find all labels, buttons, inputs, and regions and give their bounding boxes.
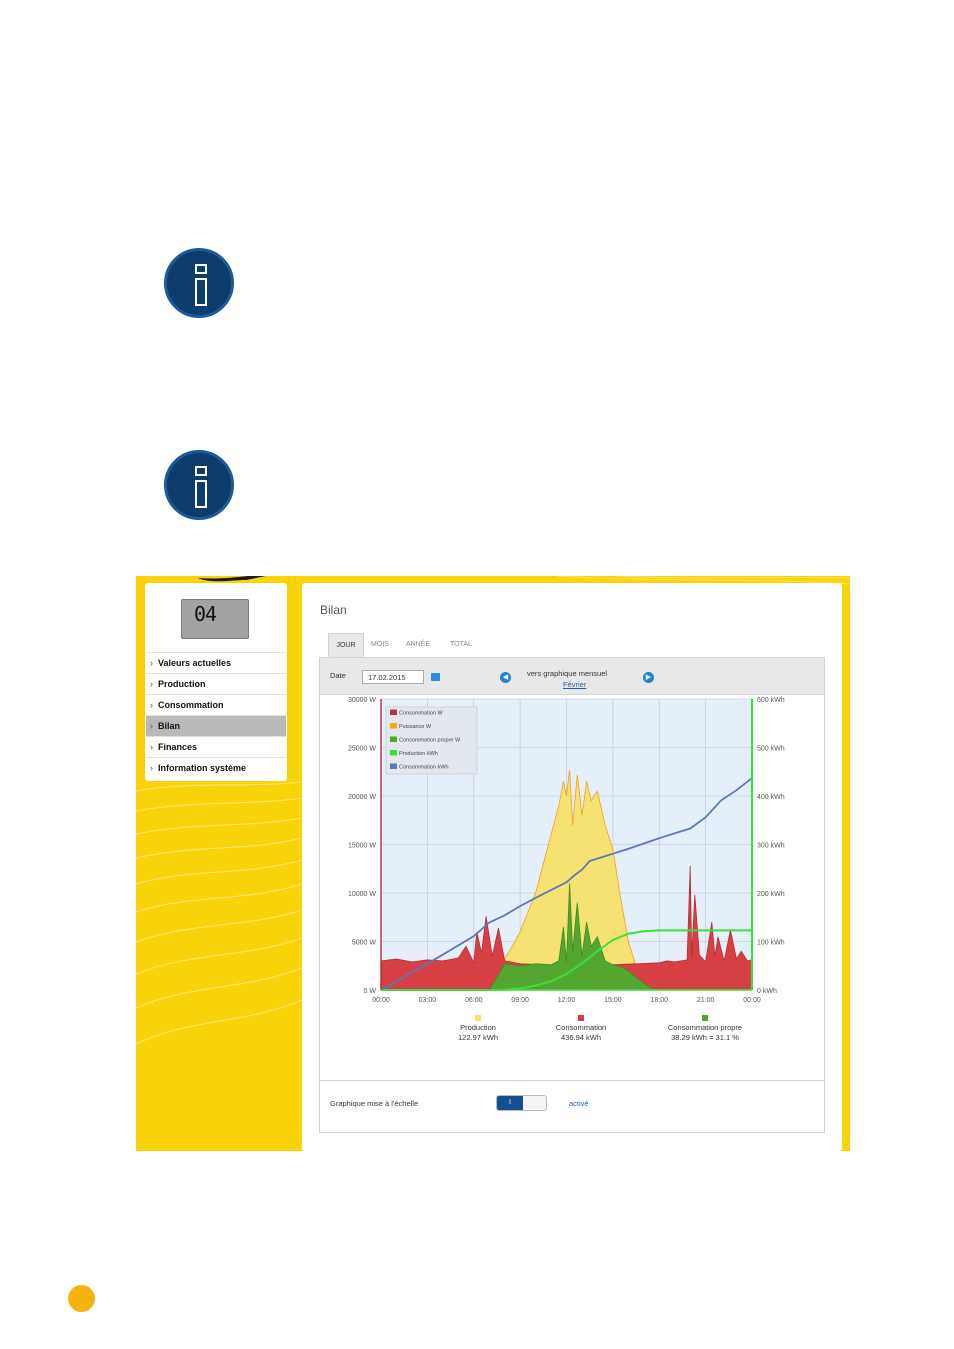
- x-tick-label: 06:00: [465, 997, 483, 1004]
- legend-swatch: [390, 736, 397, 742]
- legend-label: Production kWh: [399, 751, 438, 757]
- total-swatch: [578, 1015, 584, 1021]
- y-left-tick-label: 10000 W: [348, 891, 376, 898]
- y-left-tick-label: 30000 W: [348, 697, 376, 704]
- sidebar-item-production[interactable]: › Production: [146, 673, 286, 694]
- y-left-tick-label: 20000 W: [348, 794, 376, 801]
- sidebar-item-label: Valeurs actuelles: [158, 658, 232, 668]
- scale-toggle[interactable]: I: [496, 1095, 547, 1111]
- date-input[interactable]: 17.02.2015: [362, 670, 424, 684]
- app-screenshot: 04 › Valeurs actuelles › Production › Conso…: [136, 576, 850, 1151]
- legend-swatch: [390, 750, 397, 756]
- x-tick-label: 21:00: [697, 997, 715, 1004]
- legend-box: [385, 706, 478, 775]
- line-consommation-kwh: [380, 777, 753, 991]
- y-right-tick-label: 200 kWh: [757, 891, 785, 898]
- x-tick-label: 03:00: [419, 997, 437, 1004]
- area-consommation-propre-w: [381, 883, 752, 991]
- sidebar-item-label: Finances: [158, 742, 198, 752]
- tab-annee[interactable]: ANNÉE: [405, 641, 431, 648]
- x-tick-label: 09:00: [511, 997, 529, 1004]
- scale-row: Graphique mise à l'échelle I activé: [320, 1080, 824, 1133]
- total-value: 122.97 kWh: [458, 1033, 498, 1042]
- area-consommation-w: [380, 865, 753, 991]
- display-value: 04: [194, 602, 217, 626]
- y-left-tick-label: 25000 W: [348, 746, 376, 753]
- content-box: Date 17.02.2015 ◀ vers graphique mensuel…: [319, 657, 825, 1133]
- tab-total[interactable]: TOTAL: [450, 641, 472, 648]
- scale-label: Graphique mise à l'échelle: [330, 1099, 419, 1108]
- next-arrow-icon[interactable]: ▶: [643, 672, 654, 683]
- legend-label: Consommation kWh: [399, 765, 449, 771]
- y-right-tick-label: 500 kWh: [757, 746, 785, 753]
- toolbar: Date 17.02.2015 ◀ vers graphique mensuel…: [320, 658, 824, 695]
- legend-label: Consommation propre W: [399, 738, 461, 744]
- page-title: Bilan: [320, 603, 347, 617]
- sidebar-item-bilan[interactable]: › Bilan: [146, 715, 286, 736]
- total-swatch: [475, 1015, 481, 1021]
- prev-arrow-icon[interactable]: ◀: [500, 672, 511, 683]
- legend-label: Consommation W: [399, 711, 444, 717]
- total-swatch: [702, 1015, 708, 1021]
- sidebar-item-label: Information système: [158, 763, 247, 773]
- y-right-tick-label: 600 kWh: [757, 697, 785, 704]
- x-tick-label: 00:00: [372, 997, 390, 1004]
- main-panel: Bilan JOUR MOIS ANNÉE TOTAL Date 17.02.2…: [302, 583, 842, 1151]
- x-tick-label: 18:00: [650, 997, 668, 1004]
- x-tick-label: 15:00: [604, 997, 622, 1004]
- month-link[interactable]: Février: [563, 680, 587, 689]
- sidebar-item-label: Bilan: [158, 721, 181, 731]
- sidebar-item-valeurs-actuelles[interactable]: › Valeurs actuelles: [146, 652, 286, 673]
- sidebar-item-label: Production: [158, 679, 206, 689]
- tab-jour[interactable]: JOUR: [328, 633, 364, 658]
- bilan-chart: 00:00 03:00 06:00 09:00 12:00 15:00 18:00 21:00…: [348, 697, 785, 1042]
- total-label: Consommation: [556, 1023, 606, 1032]
- info-icon: [164, 450, 234, 520]
- inverter-display: 04: [181, 599, 249, 639]
- legend-swatch: [390, 763, 397, 769]
- x-tick-label: 00:00: [743, 997, 761, 1004]
- y-left-tick-label: 0 W: [364, 988, 377, 995]
- sidebar: 04 › Valeurs actuelles › Production › Conso…: [145, 583, 287, 781]
- total-label: Production: [460, 1023, 496, 1032]
- total-label: Consommation propre: [668, 1023, 742, 1032]
- info-icon: [164, 248, 234, 318]
- legend-swatch: [390, 723, 397, 729]
- date-label: Date: [330, 671, 346, 680]
- y-left-tick-label: 15000 W: [348, 843, 376, 850]
- background-waves: [136, 576, 850, 1045]
- y-right-tick-label: 400 kWh: [757, 794, 785, 801]
- legend-swatch: [390, 709, 397, 715]
- y-right-tick-label: 300 kWh: [757, 843, 785, 850]
- total-value: 436.94 kWh: [561, 1033, 601, 1042]
- sidebar-item-consommation[interactable]: › Consommation: [146, 694, 286, 715]
- sidebar-item-finances[interactable]: › Finances: [146, 736, 286, 757]
- page-marker: [68, 1285, 95, 1312]
- x-tick-label: 12:00: [558, 997, 576, 1004]
- y-right-tick-label: 0 kWh: [757, 988, 777, 995]
- sidebar-item-information-systeme[interactable]: › Information système: [146, 757, 286, 778]
- y-left-tick-label: 5000 W: [352, 940, 377, 947]
- legend-label: Puissance W: [399, 724, 432, 730]
- sidebar-menu: › Valeurs actuelles › Production › Consomma…: [146, 652, 286, 778]
- tab-mois[interactable]: MOIS: [371, 641, 389, 648]
- toggle-status: activé: [569, 1099, 589, 1108]
- sidebar-item-label: Consommation: [158, 700, 224, 710]
- y-right-tick-label: 100 kWh: [757, 940, 785, 947]
- nav-label: vers graphique mensuel: [527, 669, 608, 678]
- total-value: 38.29 kWh = 31.1 %: [671, 1033, 739, 1042]
- toggle-on-label: I: [497, 1096, 523, 1110]
- calendar-icon[interactable]: [431, 673, 440, 681]
